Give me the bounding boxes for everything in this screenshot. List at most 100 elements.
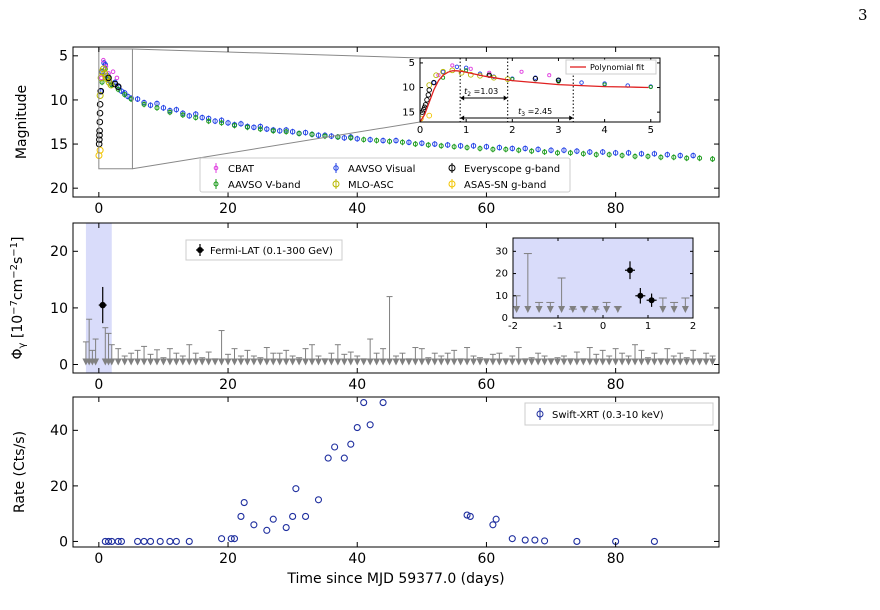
data-point	[96, 146, 104, 154]
data-point	[619, 153, 625, 159]
inset-data-point	[424, 97, 430, 103]
upper-limit-marker	[224, 358, 232, 366]
legend-frame	[185, 239, 343, 261]
upper-limit-marker	[709, 358, 717, 366]
data-point	[697, 155, 703, 161]
data-point	[516, 147, 522, 153]
upper-limit-marker	[586, 358, 594, 366]
y-tick-label: 10	[495, 291, 508, 302]
data-point	[96, 109, 104, 117]
inset-upper-limit-marker	[614, 306, 622, 313]
inset-data-point	[555, 77, 562, 83]
data-point	[573, 537, 581, 545]
upper-limit-marker	[625, 358, 633, 366]
clip-group	[420, 63, 653, 122]
data-point	[457, 143, 464, 149]
upper-limit-marker	[702, 358, 710, 366]
data-point	[240, 499, 248, 507]
x-tick-label: 4	[601, 125, 607, 136]
upper-limit-marker	[282, 358, 290, 366]
data-point	[315, 132, 322, 138]
upper-limit-marker	[211, 358, 219, 366]
upper-limit-marker	[489, 358, 497, 366]
data-point	[580, 151, 586, 157]
clip-group	[82, 286, 717, 366]
upper-limit-marker	[450, 358, 458, 366]
upper-limit-marker	[327, 358, 335, 366]
upper-limit-marker	[437, 358, 445, 366]
data-point	[341, 135, 348, 141]
data-point	[496, 144, 503, 151]
upper-limit-marker	[289, 358, 297, 366]
x-tick-label: 40	[348, 377, 366, 393]
polynomial-fit-line	[420, 70, 649, 122]
x-tick-label: 80	[607, 377, 625, 393]
x-tick-label: 3	[555, 125, 561, 136]
legend-marker	[213, 181, 219, 187]
annotation-value: =2.45	[525, 107, 552, 116]
data-point	[277, 128, 283, 134]
inset-upper-limit-marker	[569, 306, 577, 313]
x-tick-label: 1	[463, 125, 469, 136]
clip-group	[95, 57, 716, 163]
upper-limit-marker	[295, 358, 303, 366]
data-point	[353, 424, 361, 432]
inset-data-point	[450, 63, 455, 68]
inset-data-point	[454, 64, 460, 70]
upper-limit-marker	[457, 358, 465, 366]
x-tick-label: 20	[219, 377, 237, 393]
upper-limit-marker	[185, 358, 193, 366]
data-point	[227, 535, 235, 543]
upper-limit-marker	[444, 358, 452, 366]
y-tick-label: 20	[495, 269, 508, 280]
upper-limit-marker	[308, 358, 316, 366]
data-point	[503, 146, 509, 152]
x-axis-label: Time since MJD 59377.0 (days)	[286, 571, 504, 587]
data-point	[677, 152, 683, 159]
y-tick-label: 40	[50, 423, 68, 439]
upper-limit-marker	[560, 358, 568, 366]
data-point	[466, 512, 474, 520]
upper-limit-marker	[541, 358, 549, 366]
x-tick-label: 0	[600, 321, 606, 332]
upper-limit-marker	[534, 358, 542, 366]
data-point	[710, 156, 716, 162]
data-point	[296, 130, 302, 136]
data-point	[651, 151, 658, 157]
upper-limit-marker	[373, 358, 381, 366]
inset-data-point	[579, 80, 584, 85]
data-point	[270, 128, 276, 134]
data-point	[141, 101, 147, 107]
upper-limit-marker	[528, 358, 536, 366]
data-point	[237, 512, 245, 520]
upper-limit-marker	[192, 358, 200, 366]
data-point	[96, 131, 103, 139]
y-axis-label-part: −1	[9, 242, 20, 257]
upper-limit-marker	[573, 358, 581, 366]
zoom-box	[98, 48, 133, 170]
data-point	[489, 521, 497, 529]
data-point	[263, 526, 271, 534]
data-point	[470, 143, 477, 149]
arrow-head	[460, 95, 465, 101]
upper-limit-marker	[302, 358, 310, 366]
data-point	[282, 524, 290, 532]
data-point	[309, 131, 315, 137]
y-tick-label: 5	[59, 49, 68, 65]
data-point	[160, 105, 167, 111]
upper-limit-marker	[392, 358, 400, 366]
legend-marker	[213, 165, 219, 171]
data-point	[412, 141, 418, 147]
data-point	[574, 148, 580, 154]
detection-point	[99, 301, 106, 309]
upper-limit-marker	[547, 358, 555, 366]
data-point	[632, 153, 638, 159]
data-point	[492, 515, 500, 523]
inset-legend-label: Polynomial fit	[590, 63, 644, 72]
legend-label: ASAS-SN g-band	[464, 180, 546, 191]
upper-limit-marker	[269, 358, 277, 366]
legend: CBAT AAVSO V-band AAVSO Visual MLO-ASC Every…	[199, 157, 571, 193]
upper-limit-marker	[470, 358, 478, 366]
upper-limit-marker	[515, 358, 523, 366]
